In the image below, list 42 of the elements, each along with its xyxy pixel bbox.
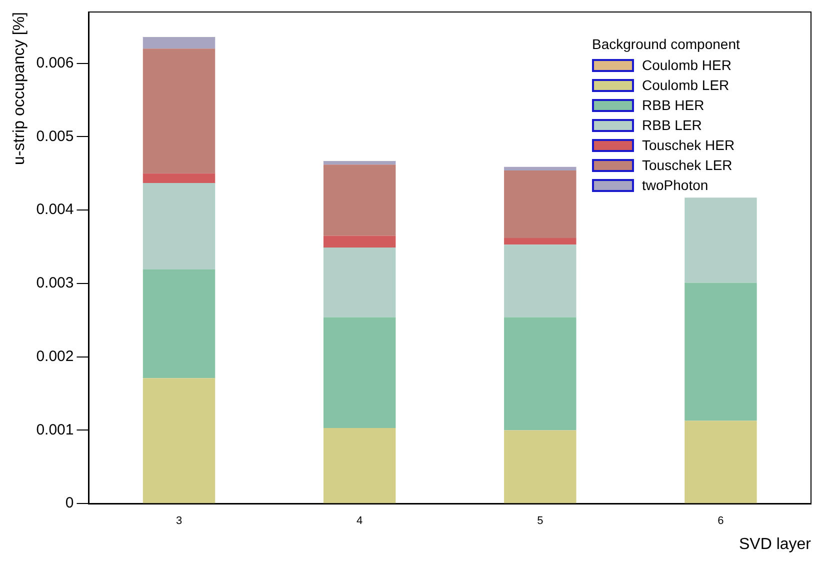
x-tick-label: 4 <box>356 515 363 528</box>
bar <box>323 248 396 318</box>
bar <box>323 160 396 165</box>
bar <box>142 36 216 49</box>
y-tick-label: 0.002 <box>36 348 74 365</box>
legend-label: Coulomb LER <box>642 77 730 93</box>
legend-label: twoPhoton <box>642 177 708 193</box>
y-tick-label: 0.003 <box>36 274 74 292</box>
bar <box>504 238 576 245</box>
legend-label: Touschek HER <box>642 137 735 153</box>
bar <box>323 164 396 236</box>
y-axis-title: u-strip occupancy [%] <box>11 12 28 165</box>
x-tick-label: 6 <box>718 515 724 528</box>
bar <box>504 430 576 504</box>
bar <box>684 198 757 283</box>
legend-label: Touschek LER <box>642 157 732 173</box>
bar <box>323 236 396 248</box>
legend-label: Coulomb HER <box>642 57 732 73</box>
y-tick-label: 0 <box>65 494 74 512</box>
x-tick-label: 3 <box>176 515 182 528</box>
bar <box>504 170 576 238</box>
legend-title: Background component <box>592 36 740 52</box>
bar <box>323 317 396 428</box>
y-tick-label: 0.004 <box>36 201 74 218</box>
bar <box>684 420 757 504</box>
legend-label: RBB HER <box>642 97 704 113</box>
bar <box>684 282 757 421</box>
bar <box>142 173 216 183</box>
x-axis-title: SVD layer <box>738 536 812 553</box>
y-tick-label: 0.001 <box>36 421 74 438</box>
bar <box>142 182 216 270</box>
bar <box>504 166 576 170</box>
bar <box>142 270 216 378</box>
bar <box>323 428 396 504</box>
y-tick-label: 0.006 <box>36 54 74 72</box>
bar <box>504 317 576 430</box>
bar <box>142 378 216 504</box>
x-tick-label: 5 <box>537 515 544 528</box>
bar <box>142 48 216 174</box>
legend-label: RBB LER <box>642 117 702 133</box>
bar <box>504 244 576 318</box>
y-tick-label: 0.005 <box>36 128 74 145</box>
